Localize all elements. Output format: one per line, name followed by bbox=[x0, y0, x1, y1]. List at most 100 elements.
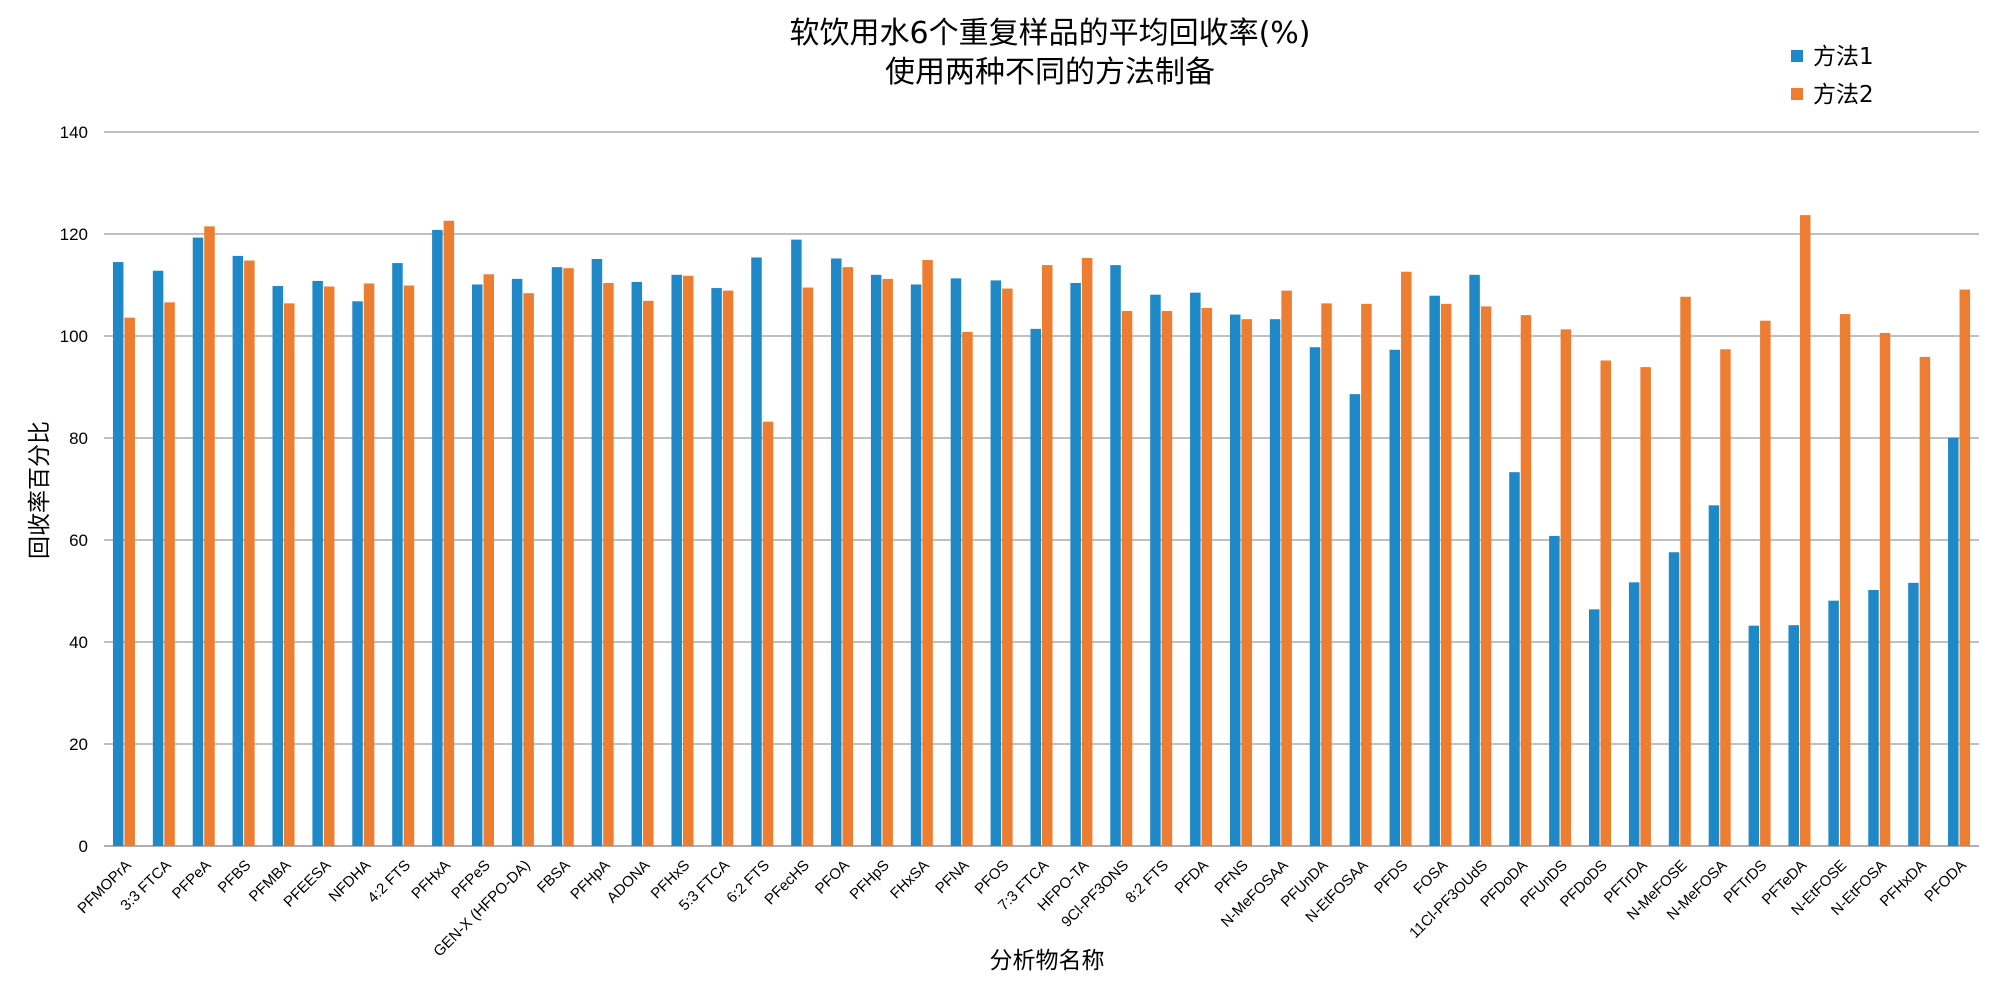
bar-series-2-10 bbox=[523, 293, 534, 846]
legend-swatch-series-1 bbox=[1791, 50, 1803, 62]
bar-series-1-20 bbox=[910, 284, 922, 846]
bar-series-2-25 bbox=[1121, 311, 1133, 846]
bar-series-2-39 bbox=[1680, 296, 1691, 847]
legend-label-series-1: 方法1 bbox=[1813, 44, 1874, 70]
bar-series-1-4 bbox=[272, 286, 284, 846]
bar-series-1-28 bbox=[1229, 314, 1241, 847]
bar-series-1-15 bbox=[711, 288, 722, 846]
bar-series-2-37 bbox=[1600, 360, 1612, 846]
bar-series-1-38 bbox=[1628, 582, 1640, 846]
x-tick-label: 4:2 FTS bbox=[364, 857, 414, 907]
bar-series-1-46 bbox=[1948, 437, 1959, 846]
bar-series-2-8 bbox=[443, 220, 455, 847]
bar-series-2-46 bbox=[1959, 289, 1971, 847]
bar-series-2-21 bbox=[962, 331, 973, 846]
bar-series-1-21 bbox=[950, 278, 962, 846]
bar-series-1-36 bbox=[1549, 535, 1560, 846]
bar-series-2-42 bbox=[1799, 215, 1811, 846]
bar-series-2-5 bbox=[323, 286, 335, 846]
chart-title: 软饮用水6个重复样品的平均回收率(%) bbox=[789, 16, 1310, 51]
bar-series-2-1 bbox=[164, 302, 175, 847]
y-tick-label: 0 bbox=[79, 837, 88, 856]
y-tick-label: 120 bbox=[60, 225, 88, 244]
bar-series-1-17 bbox=[791, 239, 802, 847]
bar-series-1-34 bbox=[1469, 274, 1480, 846]
bar-series-1-22 bbox=[990, 280, 1002, 846]
bar-series-1-40 bbox=[1708, 505, 1720, 846]
bar-series-2-17 bbox=[802, 287, 814, 846]
bar-series-1-26 bbox=[1150, 294, 1161, 846]
bar-series-1-19 bbox=[870, 274, 882, 846]
bar-series-1-2 bbox=[192, 237, 204, 846]
bar-series-1-25 bbox=[1110, 265, 1121, 846]
bar-series-1-42 bbox=[1788, 625, 1799, 846]
bar-series-1-5 bbox=[312, 280, 323, 846]
bar-series-1-32 bbox=[1389, 349, 1401, 846]
bar-series-1-11 bbox=[551, 267, 563, 846]
legend-label-series-2: 方法2 bbox=[1813, 82, 1874, 108]
bar-series-2-16 bbox=[762, 421, 774, 846]
bar-series-1-43 bbox=[1828, 600, 1839, 846]
y-tick-label: 80 bbox=[69, 429, 88, 448]
bar-series-2-26 bbox=[1161, 311, 1173, 846]
y-tick-label: 140 bbox=[60, 123, 88, 142]
x-tick-label: PFPeA bbox=[169, 857, 215, 903]
bar-series-2-33 bbox=[1440, 303, 1452, 846]
bar-series-2-20 bbox=[922, 260, 933, 846]
x-tick-label: 8:2 FTS bbox=[1122, 857, 1172, 907]
y-axis-ticks: 0 20 40 60 80 100 120 140 bbox=[60, 123, 88, 856]
bar-series-1-37 bbox=[1589, 609, 1600, 846]
bars bbox=[112, 215, 1971, 847]
bar-series-1-18 bbox=[831, 258, 842, 847]
bar-series-1-29 bbox=[1269, 319, 1281, 846]
bar-series-1-41 bbox=[1748, 625, 1760, 846]
x-tick-label: FHxSA bbox=[887, 857, 933, 903]
bar-series-1-16 bbox=[751, 257, 762, 847]
bar-series-2-24 bbox=[1081, 257, 1093, 847]
x-tick-label: PFNA bbox=[932, 857, 972, 897]
bar-series-2-9 bbox=[483, 274, 494, 846]
bar-series-2-40 bbox=[1720, 349, 1731, 846]
bar-series-2-7 bbox=[403, 285, 415, 846]
bar-series-2-31 bbox=[1361, 303, 1372, 846]
bar-series-1-3 bbox=[232, 255, 244, 846]
bar-series-1-9 bbox=[471, 284, 483, 846]
bar-series-2-32 bbox=[1401, 271, 1412, 846]
x-axis-label: 分析物名称 bbox=[990, 948, 1105, 974]
bar-series-2-35 bbox=[1520, 315, 1532, 847]
x-tick-label: ADONA bbox=[604, 857, 654, 907]
bar-series-2-22 bbox=[1002, 288, 1013, 846]
bar-series-2-30 bbox=[1321, 303, 1332, 846]
bar-series-1-30 bbox=[1309, 347, 1321, 846]
y-tick-label: 100 bbox=[60, 327, 88, 346]
bar-series-2-11 bbox=[563, 268, 574, 846]
bar-series-2-36 bbox=[1560, 329, 1572, 846]
bar-series-2-18 bbox=[842, 267, 854, 846]
x-tick-label: PFecHS bbox=[761, 857, 813, 909]
y-tick-label: 40 bbox=[69, 633, 88, 652]
x-tick-label: PFHxA bbox=[408, 857, 454, 903]
legend: 方法1 方法2 bbox=[1791, 44, 1874, 108]
bar-series-2-13 bbox=[643, 300, 654, 846]
y-axis-label: 回收率百分比 bbox=[27, 421, 53, 559]
bar-series-1-27 bbox=[1190, 292, 1201, 846]
bar-series-2-38 bbox=[1640, 367, 1651, 846]
bar-series-2-0 bbox=[124, 317, 135, 846]
bar-series-2-41 bbox=[1760, 320, 1771, 846]
bar-series-1-1 bbox=[152, 270, 164, 847]
bar-series-1-35 bbox=[1509, 472, 1520, 846]
bar-series-2-29 bbox=[1281, 290, 1292, 846]
bar-series-1-23 bbox=[1030, 328, 1041, 846]
bar-series-2-14 bbox=[682, 275, 694, 846]
chart-subtitle: 使用两种不同的方法制备 bbox=[885, 55, 1215, 90]
bar-series-1-10 bbox=[511, 278, 523, 846]
bar-series-1-14 bbox=[671, 274, 682, 846]
bar-series-2-27 bbox=[1201, 307, 1213, 846]
bar-series-1-24 bbox=[1070, 282, 1081, 847]
bar-series-2-28 bbox=[1241, 319, 1252, 846]
bar-series-2-23 bbox=[1042, 265, 1053, 846]
bar-series-1-6 bbox=[352, 301, 363, 846]
bar-series-1-13 bbox=[631, 281, 643, 846]
